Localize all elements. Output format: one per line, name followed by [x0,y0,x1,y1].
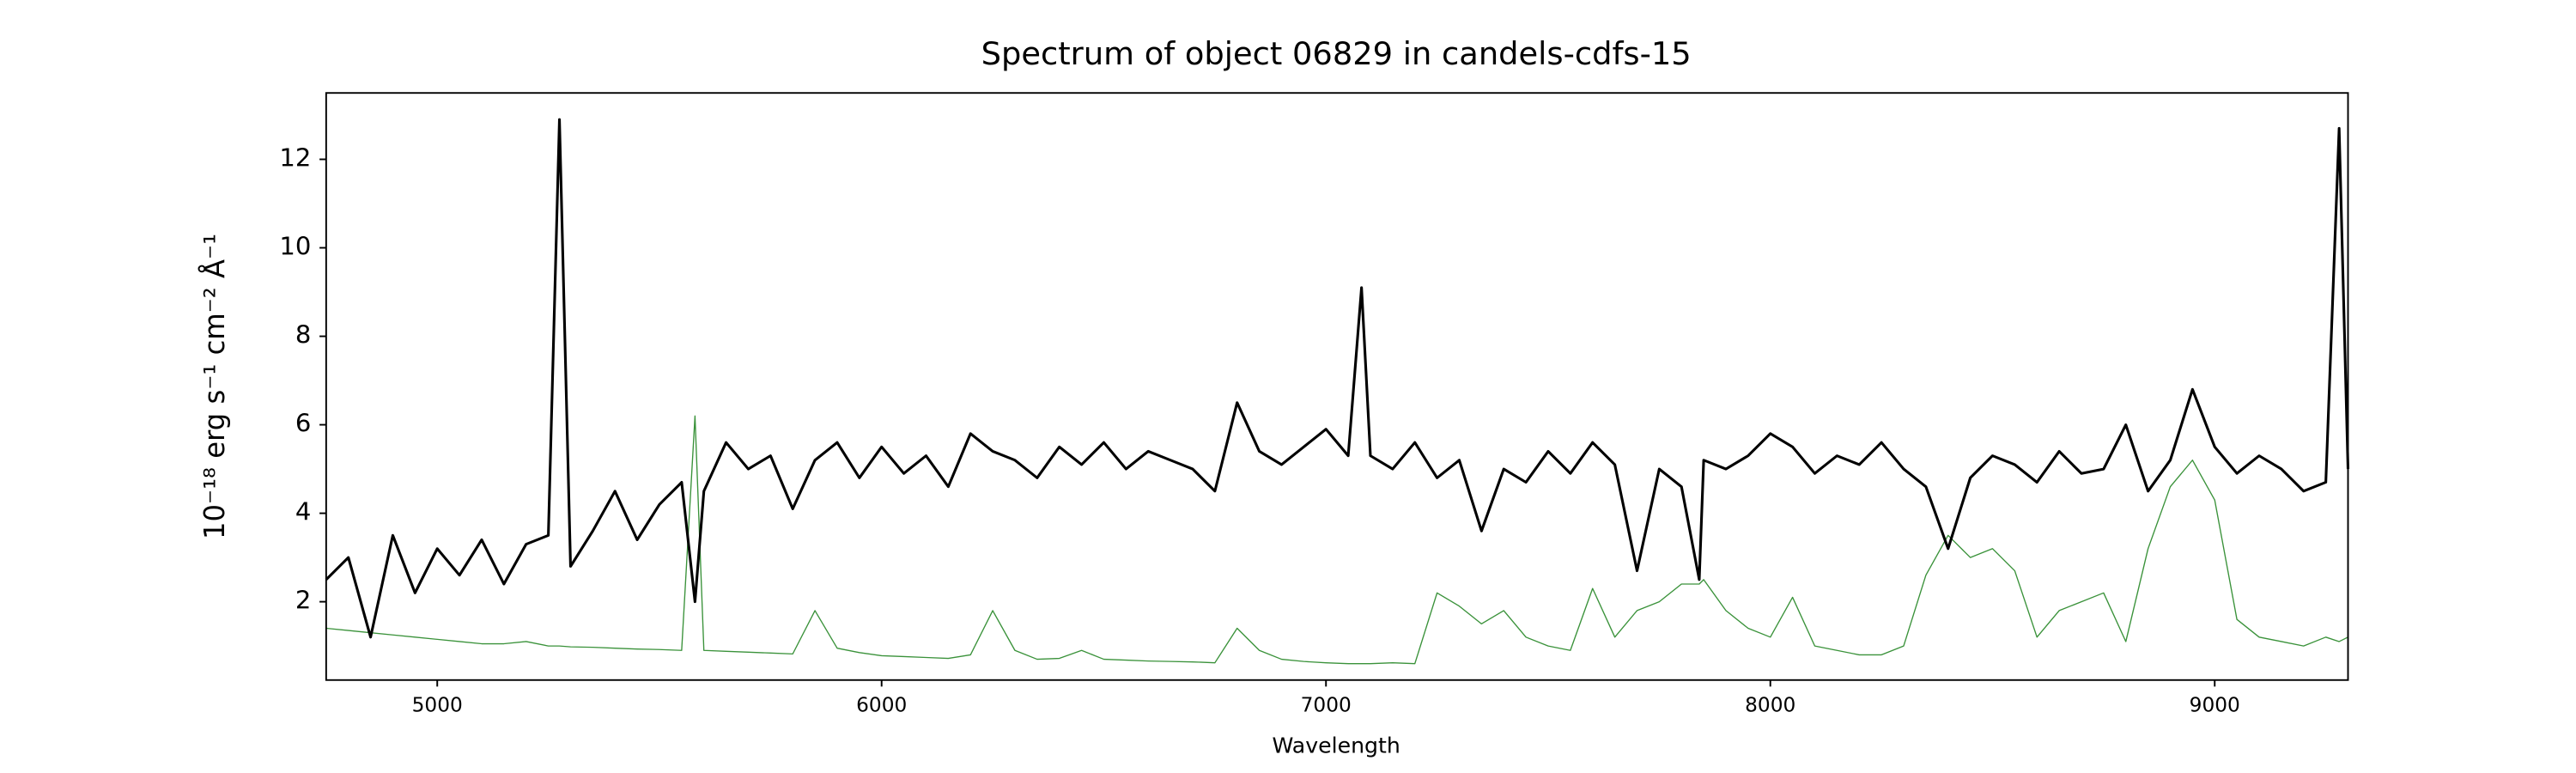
x-tick-label: 8000 [1745,695,1795,717]
chart-title: Spectrum of object 06829 in candels-cdfs… [981,35,1692,72]
x-axis-label: Wavelength [1273,733,1400,758]
x-tick-label: 9000 [2190,695,2240,717]
y-tick-label: 12 [279,143,311,173]
y-tick-label: 4 [295,497,311,526]
spectrum-line [325,118,2350,639]
y-tick-label: 2 [295,586,311,615]
y-axis-label: 10⁻¹⁸ erg s⁻¹ cm⁻² Å⁻¹ [198,234,231,539]
y-tick-label: 8 [295,320,311,350]
plot-area [325,118,2350,665]
y-tick-label: 6 [295,409,311,438]
spectrum-line [325,415,2348,665]
axes-frame [325,92,2349,681]
y-tick-label: 10 [279,232,311,261]
x-tick-label: 7000 [1301,695,1352,717]
x-tick-label: 6000 [856,695,907,717]
x-tick-label: 5000 [412,695,463,717]
